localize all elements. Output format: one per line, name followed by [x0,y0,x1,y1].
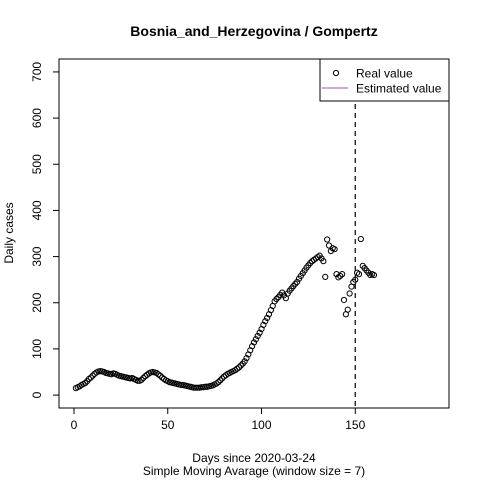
y-tick-label: 0 [30,391,44,398]
x-axis-label: Days since 2020-03-24 [192,451,316,465]
y-tick-label: 100 [30,339,44,359]
data-point [256,329,263,336]
legend-marker-real-value [332,69,340,77]
data-point [252,336,259,343]
data-point [217,377,224,384]
data-point [357,235,364,243]
x-tick-label: 150 [345,418,365,432]
data-point [82,379,89,387]
data-point [322,273,329,280]
data-point [346,290,353,297]
data-point [339,271,346,278]
data-point [324,236,331,243]
y-axis: 0 100 200 300 400 500 600 700 [30,62,60,398]
data-point [260,321,267,329]
data-point [138,376,145,383]
data-point [87,374,94,381]
y-tick-label: 300 [30,246,44,266]
x-axis-sublabel: Simple Moving Avarage (window size = 7) [143,464,365,478]
data-point [89,372,96,379]
x-axis: 0 50 100 150 [71,407,366,432]
y-tick-label: 200 [30,292,44,312]
data-point [331,246,338,253]
data-point [307,259,314,267]
x-tick-label: 100 [251,418,271,432]
data-point [340,296,348,304]
legend: Real value Estimated value [319,58,450,102]
data-point [157,372,164,379]
data-point [264,314,271,322]
data-point [237,362,244,369]
data-point [215,379,222,386]
data-point [344,306,351,313]
data-point [273,295,280,303]
data-point [292,280,299,287]
data-point [337,272,344,280]
legend-box [319,58,450,102]
y-tick-label: 700 [30,62,44,82]
data-point [250,339,258,346]
y-tick-label: 600 [30,108,44,128]
data-point [254,332,261,340]
data-point [370,271,378,279]
data-point [355,271,363,278]
plot-area [72,235,378,392]
legend-label-real-value: Real value [356,67,413,81]
x-tick-label: 50 [161,418,175,432]
legend-label-estimated-value: Estimated value [356,82,442,96]
data-point [320,258,327,265]
data-point [140,374,147,382]
data-point [249,343,256,350]
data-point [241,358,248,365]
data-point [262,318,269,325]
data-point [235,364,243,371]
y-tick-label: 500 [30,154,44,174]
data-point [294,278,301,286]
y-axis-label: Daily cases [2,202,16,263]
y-tick-label: 400 [30,200,44,220]
data-point [202,383,209,390]
x-tick-label: 0 [71,418,78,432]
data-point [219,375,226,382]
data-point [134,377,141,384]
data-point [243,355,250,362]
data-point [177,381,184,389]
chart-title: Bosnia_and_Herzegovina / Gompertz [130,23,377,39]
